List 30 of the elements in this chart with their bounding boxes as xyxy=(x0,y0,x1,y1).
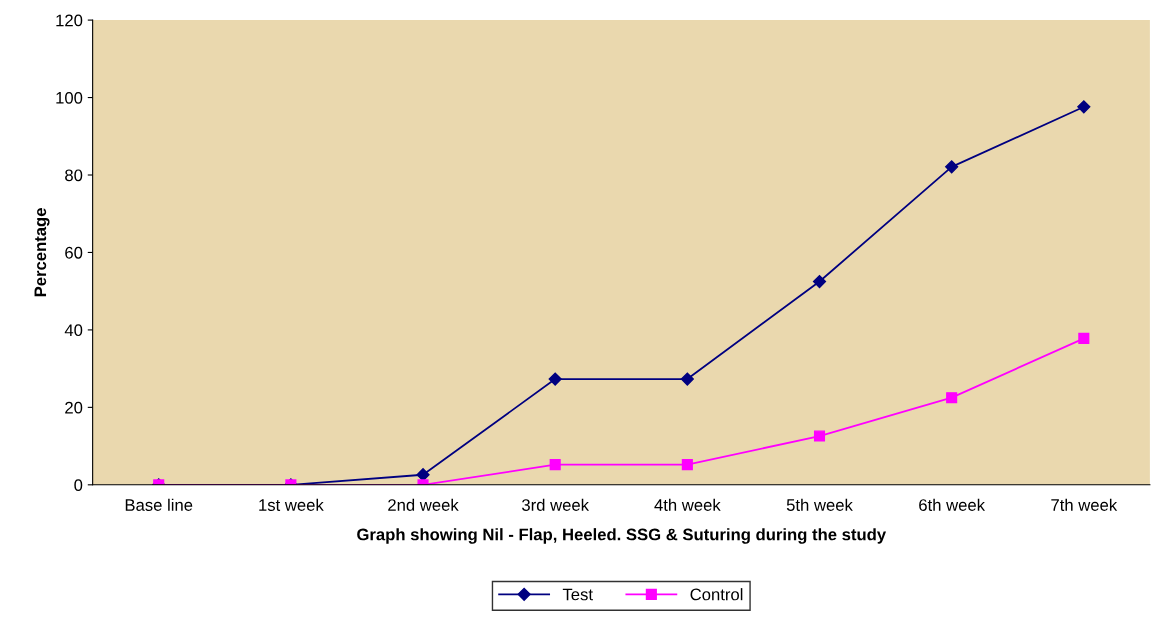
point xyxy=(1077,100,1091,114)
point xyxy=(945,160,959,174)
y-tick-label: 0 xyxy=(74,479,83,492)
x-tick-label: 2nd week xyxy=(388,498,459,511)
point xyxy=(813,430,826,442)
point xyxy=(416,468,430,482)
point xyxy=(680,372,694,386)
x-tick-label: 7th week xyxy=(1051,498,1118,511)
point xyxy=(946,392,958,404)
y-tick-label: 120 xyxy=(56,14,83,27)
y-tick-label: 60 xyxy=(65,246,83,259)
legend-label: Test xyxy=(562,588,593,601)
point xyxy=(681,459,693,471)
y-tick-label: 40 xyxy=(64,324,83,337)
x-tick-label: 3rd week xyxy=(522,498,590,511)
y-tick-label: 20 xyxy=(65,401,83,414)
x-tick-label: 1st week xyxy=(259,498,324,511)
point xyxy=(812,274,827,289)
x-tick-label: 6th week xyxy=(919,498,986,511)
x-tick-label: Base line xyxy=(125,498,193,511)
point xyxy=(548,372,562,386)
x-axis-title: Graph showing Nil - Flap, Heeled. SSG & Suturing during the study xyxy=(357,528,887,544)
y-axis-title: Percentage xyxy=(34,208,50,297)
point xyxy=(549,459,561,471)
x-tick-label: 4th week xyxy=(654,498,721,511)
y-tick-label: 100 xyxy=(56,91,83,104)
point xyxy=(1078,332,1090,344)
x-tick-label: 5th week xyxy=(786,498,853,511)
y-tick-label: 80 xyxy=(65,169,83,182)
legend-label: Control xyxy=(690,588,743,601)
